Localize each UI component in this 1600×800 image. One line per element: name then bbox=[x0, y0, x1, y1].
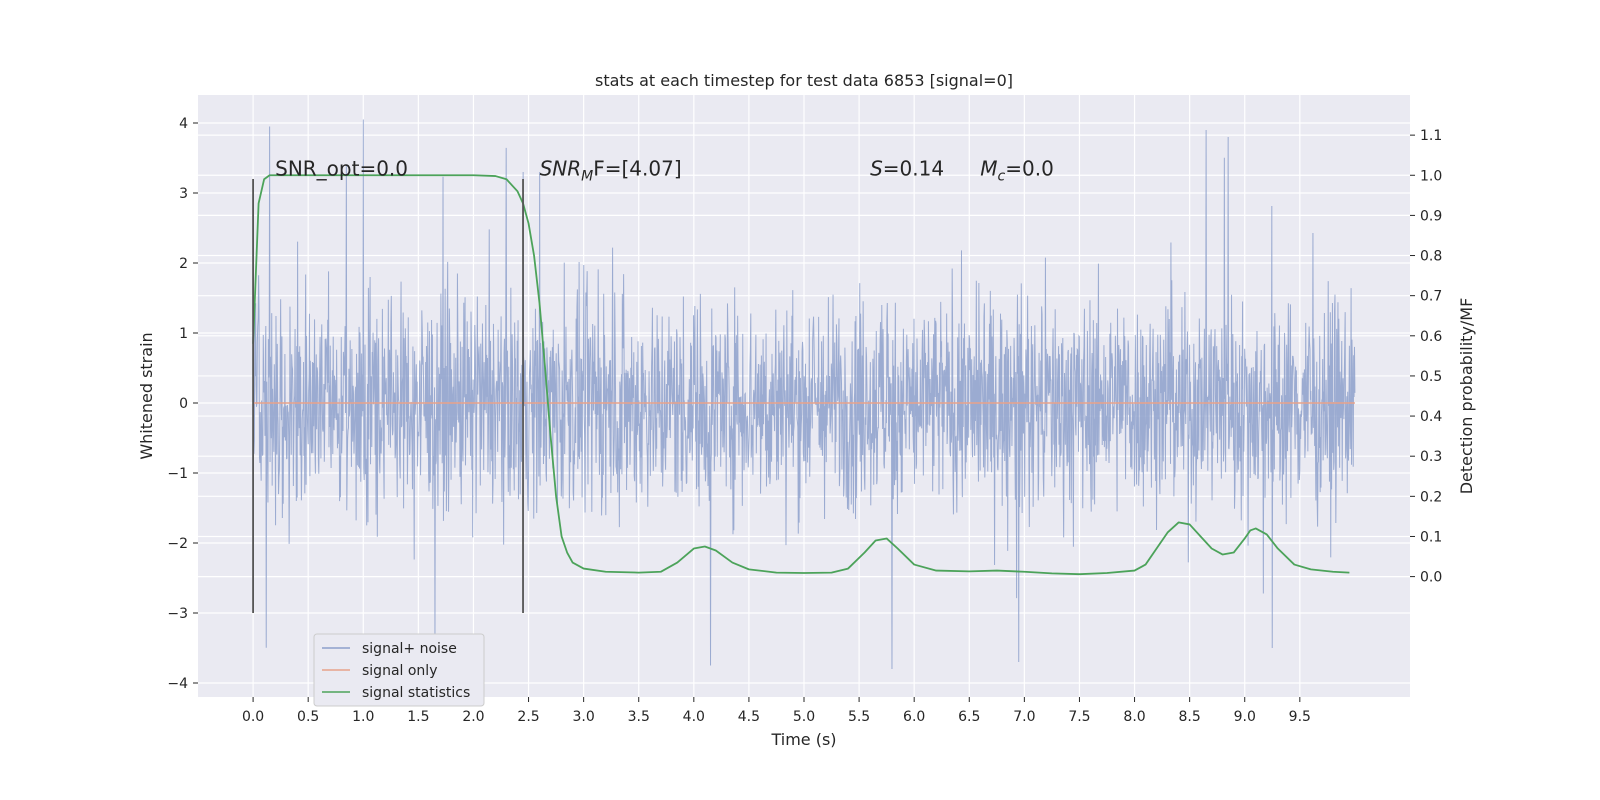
x-tick-label: 5.0 bbox=[793, 709, 815, 725]
y-right-tick-label: 0.3 bbox=[1420, 449, 1442, 465]
y-tick-label: 4 bbox=[179, 116, 188, 132]
y-tick-label: 1 bbox=[179, 326, 188, 342]
x-tick-label: 3.5 bbox=[628, 709, 650, 725]
legend-label-signal-only: signal only bbox=[362, 663, 437, 679]
x-tick-label: 7.0 bbox=[1013, 709, 1035, 725]
x-tick-label: 5.5 bbox=[848, 709, 870, 725]
y-right-tick-label: 0.8 bbox=[1420, 249, 1442, 265]
x-tick-label: 1.5 bbox=[407, 709, 429, 725]
series-signal-statistics-line bbox=[252, 174, 1350, 576]
y-right-tick-label: 0.1 bbox=[1420, 529, 1442, 545]
legend-label-signal-noise: signal+ noise bbox=[362, 641, 457, 657]
series-signal-noise-line bbox=[252, 119, 1356, 670]
y-right-tick-label: 1.0 bbox=[1420, 168, 1442, 184]
x-tick-label: 4.5 bbox=[738, 709, 760, 725]
annotation-3: Mc=0.0 bbox=[980, 157, 1054, 185]
x-tick-label: 8.0 bbox=[1123, 709, 1145, 725]
y-right-tick-label: 0.4 bbox=[1420, 409, 1442, 425]
noise-series bbox=[252, 119, 1356, 670]
y-tick-label: −4 bbox=[167, 676, 188, 692]
legend: signal+ noise signal only signal statist… bbox=[313, 633, 485, 707]
annotation-1: SNRMF=[4.07] bbox=[540, 157, 682, 185]
x-tick-label: 9.0 bbox=[1234, 709, 1256, 725]
annotation-2: S=0.14 bbox=[870, 157, 944, 181]
y-right-tick-label: 0.2 bbox=[1420, 489, 1442, 505]
legend-box bbox=[313, 633, 485, 707]
y-tick-label: −3 bbox=[167, 606, 188, 622]
y-tick-label: 2 bbox=[179, 256, 188, 272]
x-tick-label: 0.0 bbox=[242, 709, 264, 725]
x-tick-label: 7.5 bbox=[1068, 709, 1090, 725]
x-tick-label: 4.0 bbox=[683, 709, 705, 725]
y-axis-ticks: −4 −3 −2 −1 0 1 2 3 4 bbox=[167, 116, 198, 692]
y-right-tick-label: 1.1 bbox=[1420, 128, 1442, 144]
x-tick-label: 0.5 bbox=[297, 709, 319, 725]
x-tick-label: 9.5 bbox=[1289, 709, 1311, 725]
y-right-tick-label: 0.6 bbox=[1420, 329, 1442, 345]
x-tick-label: 2.0 bbox=[462, 709, 484, 725]
x-tick-label: 6.0 bbox=[903, 709, 925, 725]
chart-title: stats at each timestep for test data 685… bbox=[595, 71, 1013, 90]
y-tick-label: −2 bbox=[167, 536, 188, 552]
vertical-markers bbox=[252, 179, 524, 613]
x-axis-label: Time (s) bbox=[770, 730, 836, 749]
y-right-tick-label: 0.9 bbox=[1420, 208, 1442, 224]
x-tick-label: 6.5 bbox=[958, 709, 980, 725]
annotations: SNR_opt=0.0 SNRMF=[4.07] S=0.14 Mc=0.0 bbox=[275, 157, 1054, 185]
y-right-tick-label: 0.5 bbox=[1420, 369, 1442, 385]
x-tick-label: 2.5 bbox=[517, 709, 539, 725]
series-layer bbox=[252, 174, 1355, 576]
legend-label-signal-statistics: signal statistics bbox=[362, 685, 470, 701]
y-tick-label: −1 bbox=[167, 466, 188, 482]
y-right-tick-label: 0.7 bbox=[1420, 289, 1442, 305]
y-tick-label: 0 bbox=[179, 396, 188, 412]
annotation-0: SNR_opt=0.0 bbox=[275, 157, 408, 181]
y-right-tick-label: 0.0 bbox=[1420, 570, 1442, 586]
x-tick-label: 3.0 bbox=[573, 709, 595, 725]
y-tick-label: 3 bbox=[179, 186, 188, 202]
x-axis-ticks: 0.0 0.5 1.0 1.5 2.0 2.5 3.0 3.5 4.0 4.5 5.0 5.5 6.0 6… bbox=[242, 697, 1311, 725]
y-axis-label: Whitened strain bbox=[137, 332, 156, 459]
y-right-axis-ticks: 0.0 0.1 0.2 0.3 0.4 0.5 0.6 0.7 0.8 0.9 1.0 1.1 bbox=[1410, 128, 1442, 586]
x-tick-label: 8.5 bbox=[1179, 709, 1201, 725]
y-right-axis-label: Detection probability/MF bbox=[1457, 298, 1476, 495]
x-tick-label: 1.0 bbox=[352, 709, 374, 725]
